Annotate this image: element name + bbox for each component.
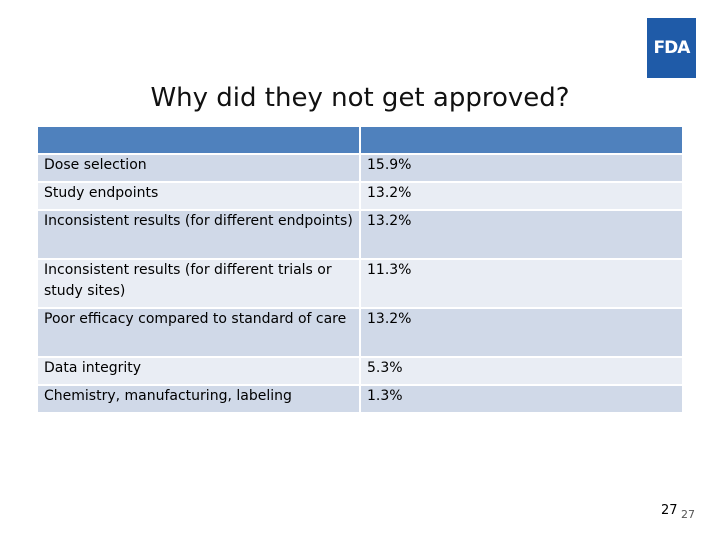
percent-cell: 15.9% — [359, 153, 684, 183]
reason-cell: Inconsistent results (for different tria… — [36, 258, 361, 309]
page-number-small: 27 — [681, 508, 695, 521]
table-row: Chemistry, manufacturing, labeling 1.3% — [36, 384, 684, 414]
reason-cell: Dose selection — [36, 153, 361, 183]
table-row: Data integrity 5.3% — [36, 356, 684, 386]
percent-cell: 1.3% — [359, 384, 684, 414]
percent-cell: 13.2% — [359, 209, 684, 260]
table-row: Study endpoints 13.2% — [36, 181, 684, 211]
header-cell-reason — [36, 125, 361, 155]
reason-cell: Inconsistent results (for different endp… — [36, 209, 361, 260]
fda-logo-text: FDA — [653, 38, 691, 58]
slide-title: Why did they not get approved? — [150, 83, 570, 113]
table-header-row — [36, 125, 684, 155]
fda-logo: FDA — [647, 18, 696, 78]
table-row: Inconsistent results (for different endp… — [36, 209, 684, 260]
table-row: Inconsistent results (for different tria… — [36, 258, 684, 309]
table-row: Poor efficacy compared to standard of ca… — [36, 307, 684, 358]
reason-cell: Study endpoints — [36, 181, 361, 211]
percent-cell: 13.2% — [359, 181, 684, 211]
table-row: Dose selection 15.9% — [36, 153, 684, 183]
percent-cell: 13.2% — [359, 307, 684, 358]
reason-cell: Poor efficacy compared to standard of ca… — [36, 307, 361, 358]
reason-cell: Data integrity — [36, 356, 361, 386]
percent-cell: 11.3% — [359, 258, 684, 309]
page-number: 27 — [661, 503, 678, 518]
header-cell-percent — [359, 125, 684, 155]
reason-cell: Chemistry, manufacturing, labeling — [36, 384, 361, 414]
percent-cell: 5.3% — [359, 356, 684, 386]
reasons-table: Dose selection 15.9% Study endpoints 13.… — [36, 125, 684, 414]
